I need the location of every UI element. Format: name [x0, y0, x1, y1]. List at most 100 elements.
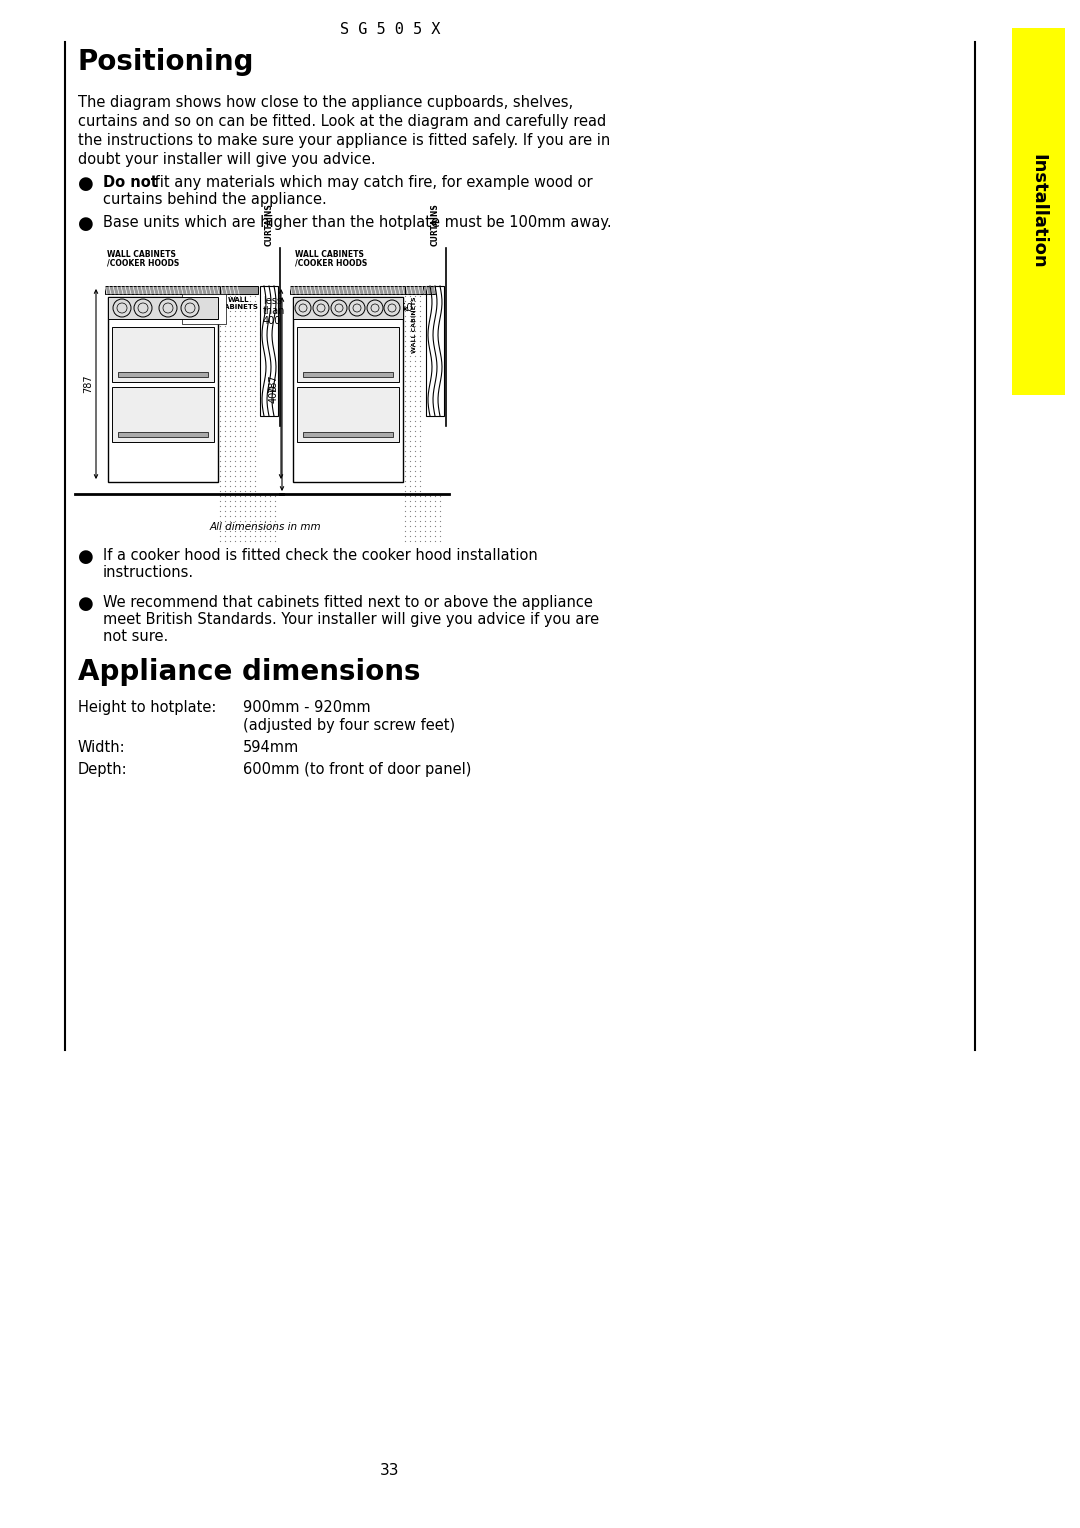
- Point: [212, 509, 229, 533]
- Point: [237, 339, 254, 364]
- Point: [402, 469, 419, 494]
- Bar: [112, 327, 214, 382]
- Point: [237, 368, 254, 393]
- Point: [417, 498, 434, 523]
- Point: [241, 494, 258, 518]
- Point: [241, 458, 258, 483]
- Point: [241, 414, 258, 439]
- Point: [221, 348, 239, 373]
- Point: [411, 354, 429, 379]
- Point: [406, 434, 423, 458]
- Point: [237, 449, 254, 474]
- Point: [246, 524, 264, 549]
- Point: [402, 520, 419, 544]
- Point: [227, 309, 244, 333]
- Point: [246, 299, 264, 324]
- Point: [431, 513, 448, 538]
- Point: [237, 344, 254, 368]
- Point: [231, 443, 248, 468]
- Point: [411, 379, 429, 403]
- Point: [396, 524, 414, 549]
- Point: [396, 284, 414, 309]
- Point: [396, 489, 414, 513]
- Point: [402, 454, 419, 478]
- Text: /COOKER HOODS: /COOKER HOODS: [107, 258, 179, 267]
- Text: (adjusted by four screw feet): (adjusted by four screw feet): [243, 718, 455, 733]
- Point: [406, 313, 423, 338]
- Point: [406, 309, 423, 333]
- Point: [246, 509, 264, 533]
- Point: [396, 403, 414, 428]
- Point: [212, 344, 229, 368]
- Point: [396, 324, 414, 348]
- Point: [411, 309, 429, 333]
- Point: [406, 484, 423, 509]
- Text: WALL
CABINETS: WALL CABINETS: [219, 296, 258, 310]
- Point: [216, 449, 233, 474]
- Point: [241, 403, 258, 428]
- Point: [402, 423, 419, 448]
- Point: [411, 458, 429, 483]
- Point: [402, 324, 419, 348]
- Point: [406, 414, 423, 439]
- Point: [246, 364, 264, 388]
- Point: [216, 384, 233, 408]
- Point: [231, 423, 248, 448]
- Point: [396, 329, 414, 353]
- Point: [221, 304, 239, 329]
- Point: [227, 434, 244, 458]
- Point: [216, 319, 233, 344]
- Point: [227, 329, 244, 353]
- Point: [396, 443, 414, 468]
- Point: [267, 529, 284, 553]
- Point: [256, 529, 273, 553]
- Point: [396, 454, 414, 478]
- Point: [411, 449, 429, 474]
- Point: [246, 465, 264, 489]
- Point: [411, 474, 429, 498]
- Point: [212, 494, 229, 518]
- Point: [221, 333, 239, 358]
- Point: [237, 289, 254, 313]
- Point: [227, 469, 244, 494]
- Point: [227, 414, 244, 439]
- Point: [406, 465, 423, 489]
- Point: [216, 454, 233, 478]
- Point: [216, 304, 233, 329]
- Bar: [297, 327, 399, 382]
- Point: [402, 414, 419, 439]
- Point: [227, 458, 244, 483]
- Point: [221, 410, 239, 434]
- Point: [237, 348, 254, 373]
- Point: [417, 489, 434, 513]
- Point: [406, 344, 423, 368]
- Point: [221, 434, 239, 458]
- Point: [411, 439, 429, 463]
- Point: [406, 329, 423, 353]
- Point: [221, 419, 239, 443]
- Text: 100: 100: [191, 304, 216, 313]
- Point: [396, 513, 414, 538]
- Text: than: than: [264, 306, 285, 316]
- Point: [406, 394, 423, 419]
- Point: [402, 379, 419, 403]
- Point: [246, 449, 264, 474]
- Point: [406, 368, 423, 393]
- Point: [406, 439, 423, 463]
- Point: [231, 368, 248, 393]
- Point: [221, 339, 239, 364]
- Point: [241, 443, 258, 468]
- Point: [256, 498, 273, 523]
- Point: [241, 313, 258, 338]
- Point: [411, 284, 429, 309]
- Point: [216, 494, 233, 518]
- Point: [241, 324, 258, 348]
- Point: [402, 399, 419, 423]
- Point: [241, 359, 258, 384]
- Point: [231, 379, 248, 403]
- Point: [231, 304, 248, 329]
- Point: [237, 494, 254, 518]
- Point: [227, 484, 244, 509]
- Point: [256, 504, 273, 529]
- Point: [237, 469, 254, 494]
